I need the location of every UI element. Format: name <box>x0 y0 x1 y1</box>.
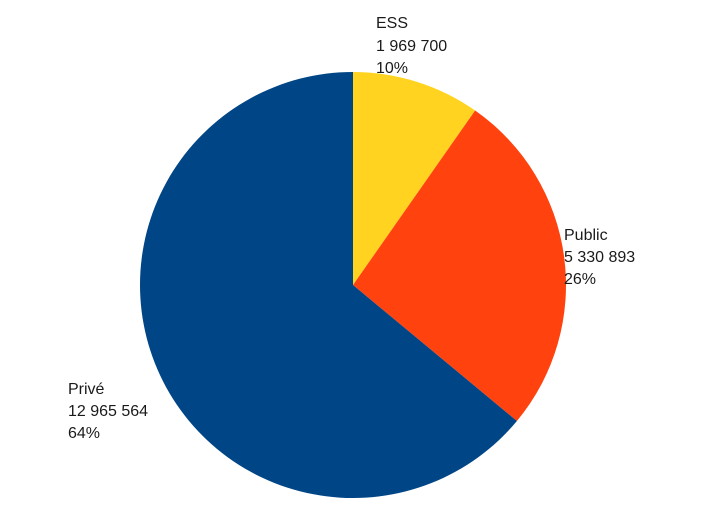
pie-slice-ess <box>353 72 476 285</box>
label-public-percent: 26% <box>564 271 596 288</box>
pie-slice-public <box>353 110 566 422</box>
label-public-value: 5 330 893 <box>564 249 635 266</box>
pie-slice-prive <box>139 72 517 499</box>
label-prive: Privé 12 965 564 64% <box>68 381 148 442</box>
label-public: Public 5 330 893 26% <box>564 227 635 288</box>
label-prive-name: Privé <box>68 381 105 398</box>
label-ess-value: 1 969 700 <box>376 38 447 55</box>
label-prive-percent: 64% <box>68 425 100 442</box>
label-prive-value: 12 965 564 <box>68 403 148 420</box>
label-ess-name: ESS <box>376 15 408 32</box>
label-ess: ESS 1 969 700 10% <box>376 15 447 77</box>
label-ess-percent: 10% <box>376 60 408 77</box>
pie-slices <box>139 72 566 499</box>
label-public-name: Public <box>564 227 608 244</box>
